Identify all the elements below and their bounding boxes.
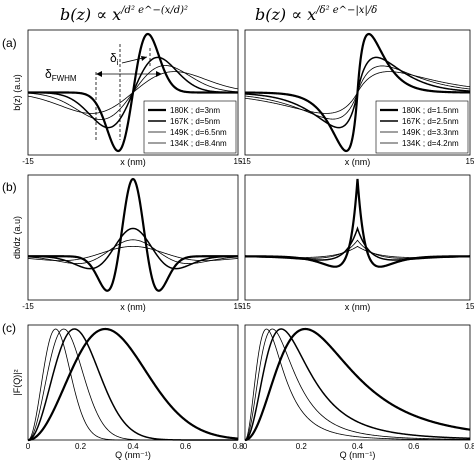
- legend-label: 149K ; d=6.5nm: [170, 128, 227, 137]
- x-tick-label: 0.2: [75, 442, 87, 451]
- formula-right-base: b(z) ∝ x: [255, 5, 316, 24]
- x-tick-label: -15: [239, 302, 251, 311]
- panel-b-left: -15 15 x (nm) db/dz (a.u): [12, 174, 243, 312]
- series-line-1: [244, 327, 471, 442]
- delta-i-label: δi: [110, 51, 119, 67]
- x-tick-label: 0.6: [408, 442, 420, 451]
- plot-frame: [244, 174, 471, 301]
- panel-a-left: -15 15 x (nm) b(z) (a.u) 180K ; d=3nm 167K ; …: [12, 29, 243, 167]
- fwhm-arrowhead-right: [156, 71, 162, 77]
- formula-left-sup: /d² e^−(x/d)²: [120, 5, 188, 16]
- x-tick-label: 15: [234, 302, 243, 311]
- delta-annotations: δi δFWHM: [45, 44, 162, 140]
- x-axis-label: x (nm): [120, 302, 146, 312]
- x-tick-label: 15: [466, 302, 474, 311]
- y-axis-label: |F(Q)|²: [12, 369, 22, 395]
- y-axis-label: db/dz (a.u): [12, 216, 22, 259]
- series-line-4: [27, 246, 239, 262]
- panel-b-right: -15 15 x (nm): [239, 174, 474, 312]
- x-tick-label: 15: [466, 157, 474, 166]
- series-line-4: [244, 71, 471, 114]
- series-line-3: [244, 328, 471, 441]
- x-tick-label: 0.4: [352, 442, 364, 451]
- delta-i-arrowhead: [141, 56, 147, 61]
- panel-c-left: 0 0.2 0.4 0.6 0.8 Q (nm⁻¹) |F(Q)|²: [12, 324, 244, 460]
- plot-frame: [27, 324, 239, 441]
- series-line-3: [27, 328, 238, 441]
- series-line-1: [245, 178, 470, 268]
- x-tick-label: -15: [22, 157, 34, 166]
- series-line-4: [244, 245, 471, 258]
- series-line-2: [27, 328, 238, 441]
- x-tick-label: 0.8: [464, 442, 474, 451]
- formula-left-base: b(z) ∝ x: [60, 5, 121, 24]
- legend-label: 134K ; d=8.4nm: [170, 139, 227, 148]
- y-axis-label: b(z) (a.u): [12, 74, 22, 111]
- plot-frame: [244, 324, 471, 441]
- x-tick-label: 0.8: [232, 442, 244, 451]
- x-tick-label: 0.2: [296, 442, 308, 451]
- formula-right: b(z) ∝ x/δ² e^−|x|/δ: [255, 5, 377, 24]
- x-tick-label: 0: [243, 442, 248, 451]
- series-line-4: [27, 328, 238, 441]
- formula-left: b(z) ∝ x/d² e^−(x/d)²: [60, 5, 188, 24]
- delta-fwhm-label: δFWHM: [45, 67, 77, 83]
- series-line-2: [244, 226, 471, 261]
- series-line-3: [27, 239, 239, 264]
- panel-letter-c: (c): [2, 321, 16, 335]
- series-line-4: [27, 71, 239, 114]
- fwhm-arrowhead-left: [96, 71, 102, 77]
- series-line-1: [28, 177, 238, 292]
- legend-label: 149K ; d=3.3nm: [402, 128, 459, 137]
- x-tick-label: 0.6: [180, 442, 192, 451]
- x-axis-label: x (nm): [345, 157, 371, 167]
- plot-frame: [27, 174, 239, 301]
- x-axis-label: x (nm): [120, 157, 146, 167]
- series-line-1: [27, 327, 239, 442]
- panel-c-right: 0 0.2 0.4 0.6 0.8 Q (nm⁻¹): [243, 324, 474, 460]
- legend-label: 167K ; d=2.5nm: [402, 117, 459, 126]
- panel-letter-a: (a): [2, 36, 17, 50]
- legend-label: 180K ; d=3nm: [170, 106, 220, 115]
- legend-label: 180K ; d=1.5nm: [402, 106, 459, 115]
- x-tick-label: 0: [26, 442, 31, 451]
- x-axis-label: Q (nm⁻¹): [115, 450, 151, 460]
- x-tick-label: -15: [239, 157, 251, 166]
- series-line-2: [244, 328, 471, 441]
- x-tick-label: 0.4: [127, 442, 139, 451]
- x-axis-label: Q (nm⁻¹): [340, 450, 376, 460]
- formula-right-sup: /δ² e^−|x|/δ: [315, 5, 377, 16]
- series-line-2: [28, 227, 238, 270]
- legend: 180K ; d=1.5nm 167K ; d=2.5nm 149K ; d=3.3…: [375, 100, 469, 154]
- x-axis-label: x (nm): [345, 302, 371, 312]
- x-tick-label: 15: [234, 157, 243, 166]
- panel-letter-b: (b): [2, 180, 17, 194]
- plot-frame: [244, 29, 471, 156]
- x-tick-label: -15: [22, 302, 34, 311]
- legend-label: 134K ; d=4.2nm: [402, 139, 459, 148]
- series-line-4: [244, 328, 470, 441]
- legend: 180K ; d=3nm 167K ; d=5nm 149K ; d=6.5nm 13…: [143, 100, 237, 154]
- legend-label: 167K ; d=5nm: [170, 117, 220, 126]
